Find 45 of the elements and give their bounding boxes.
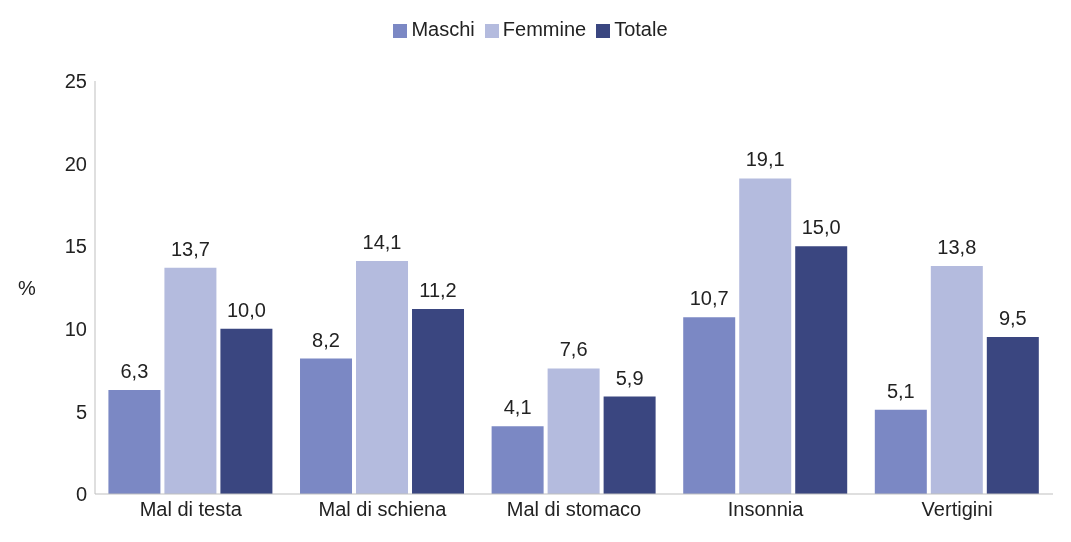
data-label: 11,2	[419, 278, 457, 301]
x-tick-label: Vertigini	[921, 498, 993, 521]
x-tick-label: Mal di schiena	[318, 498, 448, 521]
data-label: 10,0	[226, 298, 266, 321]
data-label: 4,1	[503, 396, 532, 419]
bar	[108, 389, 161, 494]
y-tick-label: 0	[75, 483, 87, 506]
bar	[547, 368, 600, 494]
y-tick-label: 15	[64, 235, 87, 258]
data-label: 13,8	[937, 236, 977, 259]
data-label: 5,9	[615, 366, 644, 389]
data-label: 9,5	[998, 307, 1027, 330]
bar	[220, 328, 273, 494]
x-tick-label: Mal di testa	[139, 498, 243, 521]
bar	[412, 308, 465, 494]
data-label: 19,1	[745, 148, 785, 171]
bar	[739, 178, 792, 494]
y-tick-label: 25	[64, 70, 87, 93]
bar	[300, 358, 353, 494]
bar	[164, 267, 217, 494]
data-label: 5,1	[886, 379, 915, 402]
bar	[795, 246, 848, 494]
bar	[874, 409, 927, 494]
y-tick-label: 10	[64, 317, 87, 340]
data-label: 14,1	[362, 231, 402, 254]
bar	[603, 396, 656, 494]
data-label: 13,7	[170, 237, 210, 260]
legend-label: Maschi	[411, 18, 475, 40]
bar	[356, 261, 409, 494]
x-tick-label: Mal di stomaco	[506, 498, 642, 521]
bar	[986, 337, 1039, 494]
bar	[491, 426, 544, 494]
bar	[930, 266, 983, 494]
data-label: 8,2	[312, 328, 340, 351]
data-label: 6,3	[120, 359, 149, 382]
y-tick-label: 5	[75, 400, 87, 423]
legend-label: Totale	[614, 18, 668, 40]
y-axis-title: %	[18, 276, 36, 299]
data-label: 10,7	[689, 287, 729, 310]
y-tick-label: 20	[64, 152, 87, 175]
legend-label: Femmine	[502, 18, 587, 40]
data-label: 15,0	[801, 216, 841, 239]
x-tick-label: Insonnia	[727, 498, 805, 521]
bar	[683, 317, 736, 494]
data-label: 7,6	[559, 338, 588, 361]
